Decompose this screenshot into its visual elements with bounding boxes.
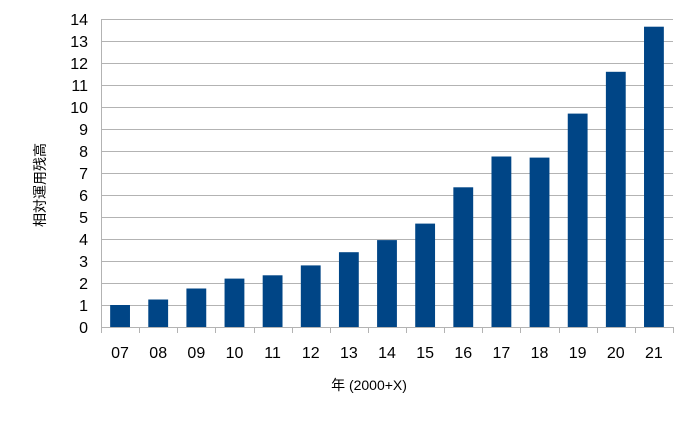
y-tick-label-8: 8 (79, 144, 88, 161)
y-tick-label-3: 3 (79, 254, 88, 271)
bar-20 (605, 71, 626, 327)
bar-13 (338, 252, 359, 327)
x-tick-label-18: 18 (531, 345, 549, 362)
x-tick-label-21: 21 (645, 345, 663, 362)
x-tick-label-13: 13 (340, 345, 358, 362)
x-tick-label-07: 07 (111, 345, 129, 362)
y-tick-label-12: 12 (70, 56, 88, 73)
bar-16 (453, 187, 474, 327)
bar-10 (224, 278, 245, 327)
x-axis-title: 年 (2000+X) (331, 377, 407, 393)
x-tick-label-10: 10 (226, 345, 244, 362)
bar-19 (567, 113, 588, 327)
bar-14 (377, 240, 397, 327)
bar-09 (186, 288, 207, 327)
bar-07 (110, 305, 130, 327)
bar-21 (644, 26, 664, 327)
x-tick-label-16: 16 (454, 345, 472, 362)
y-tick-label-1: 1 (79, 298, 88, 315)
bar-17 (491, 156, 512, 327)
y-tick-label-7: 7 (79, 166, 88, 183)
y-tick-label-5: 5 (79, 210, 88, 227)
x-tick-label-09: 09 (187, 345, 205, 362)
x-tick-label-14: 14 (378, 345, 396, 362)
y-tick-label-10: 10 (70, 100, 88, 117)
y-tick-label-11: 11 (71, 78, 88, 95)
y-tick-label-13: 13 (70, 34, 88, 51)
y-tick-label-4: 4 (79, 232, 88, 249)
y-tick-label-0: 0 (79, 320, 88, 337)
y-tick-label-14: 14 (70, 12, 88, 29)
gridlines (101, 19, 674, 333)
x-tick-label-08: 08 (149, 345, 167, 362)
y-tick-label-9: 9 (79, 122, 88, 139)
x-tick-label-12: 12 (302, 345, 320, 362)
x-tick-labels: 07 08 09 10 11 12 13 14 15 16 17 18 19 20 21 (111, 345, 663, 362)
x-tick-label-20: 20 (607, 345, 625, 362)
bar-11 (262, 275, 283, 327)
x-tick-label-11: 11 (264, 345, 281, 362)
y-tick-label-6: 6 (79, 188, 88, 205)
bar-12 (300, 265, 321, 327)
x-tick-label-15: 15 (416, 345, 434, 362)
y-tick-label-2: 2 (79, 276, 88, 293)
y-axis-title: 相対運用残高 (32, 143, 48, 227)
x-tick-label-19: 19 (569, 345, 587, 362)
bar-08 (148, 299, 169, 327)
bar-18 (529, 157, 550, 327)
bar-15 (415, 223, 436, 327)
bars (110, 26, 664, 327)
x-tick-label-17: 17 (493, 345, 511, 362)
